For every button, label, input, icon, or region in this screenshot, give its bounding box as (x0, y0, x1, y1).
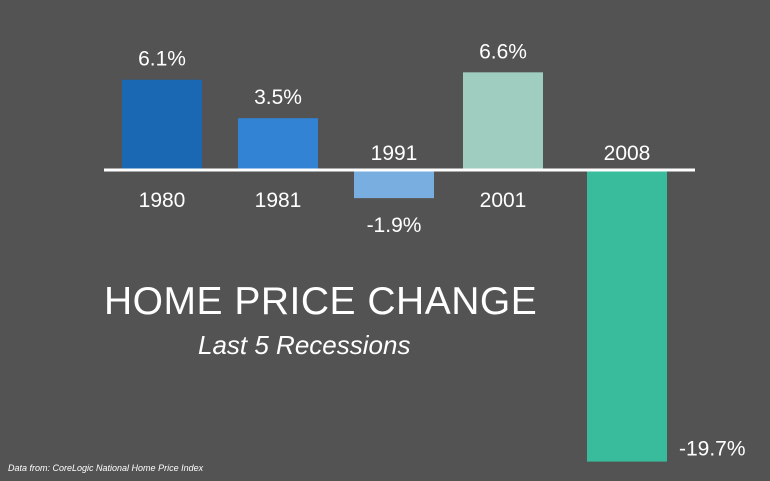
value-label-2008: -19.7% (679, 438, 746, 461)
year-label-1980: 1980 (139, 189, 186, 212)
year-label-2001: 2001 (480, 189, 527, 212)
bar-1980 (122, 79, 202, 170)
year-label-2008: 2008 (604, 142, 651, 165)
value-label-1980: 6.1% (138, 48, 186, 71)
bar-2001 (463, 72, 543, 170)
bar-2008 (587, 170, 667, 462)
chart-subtitle: Last 5 Recessions (198, 330, 411, 360)
chart-title: HOME PRICE CHANGE (104, 280, 538, 323)
value-label-2001: 6.6% (479, 40, 527, 63)
source-note: Data from: CoreLogic National Home Price… (8, 463, 204, 473)
bar-1991 (354, 170, 434, 199)
year-label-1981: 1981 (255, 189, 302, 212)
bar-1981 (238, 118, 318, 170)
year-label-1991: 1991 (371, 142, 418, 165)
value-label-1981: 3.5% (254, 86, 302, 109)
value-label-1991: -1.9% (367, 214, 422, 237)
